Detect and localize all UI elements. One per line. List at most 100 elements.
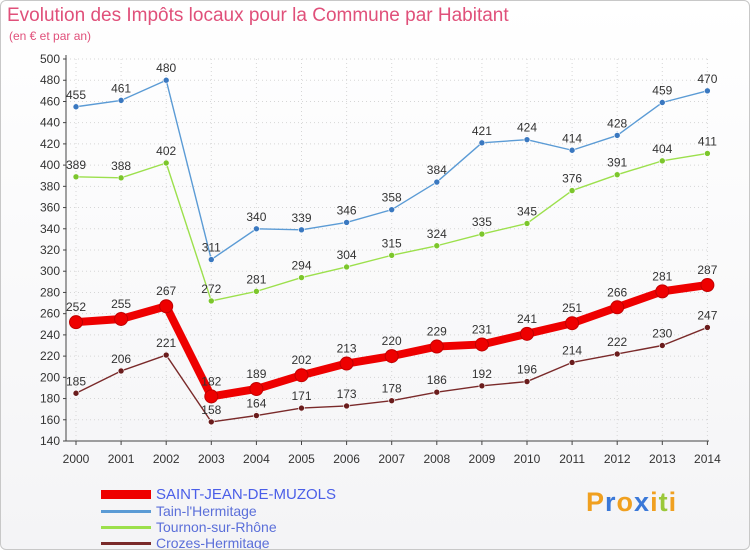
data-label-tain-l-hermitage: 480 — [156, 61, 176, 75]
data-point-crozes-hermitage — [613, 350, 621, 358]
data-point-tain-l-hermitage — [388, 206, 396, 213]
data-label-saint-jean-de-muzols: 251 — [562, 301, 582, 315]
data-point-tournon-sur-rh-ne — [208, 297, 215, 305]
data-point-crozes-hermitage — [72, 389, 80, 397]
data-point-tournon-sur-rh-ne — [388, 252, 396, 259]
x-tick-label: 2009 — [469, 452, 496, 466]
data-label-tain-l-hermitage: 455 — [66, 88, 86, 102]
y-tick-label: 420 — [40, 137, 60, 151]
data-label-tournon-sur-rh-ne: 324 — [427, 227, 447, 241]
chart-subtitle: (en € et par an) — [9, 29, 92, 43]
data-point-crozes-hermitage — [704, 324, 711, 331]
data-point-tournon-sur-rh-ne — [72, 173, 80, 181]
logo-letter: x — [634, 487, 651, 517]
data-label-tain-l-hermitage: 346 — [337, 203, 357, 217]
y-tick-label: 300 — [40, 264, 60, 278]
data-point-crozes-hermitage — [208, 418, 215, 426]
data-point-tain-l-hermitage — [523, 136, 531, 143]
data-label-tain-l-hermitage: 428 — [607, 116, 627, 130]
logo-letter: P — [586, 487, 606, 517]
data-label-tournon-sur-rh-ne: 389 — [66, 158, 86, 172]
x-tick-label: 2010 — [514, 452, 541, 466]
data-label-crozes-hermitage: 178 — [382, 382, 402, 396]
data-labels: 455 461 480 311 340 339 346 358 384 421 424 414 428 4… — [66, 61, 718, 417]
data-label-saint-jean-de-muzols: 213 — [337, 342, 357, 356]
legend-swatch — [101, 542, 151, 545]
data-label-crozes-hermitage: 171 — [291, 389, 311, 403]
data-point-crozes-hermitage — [568, 359, 576, 366]
x-tick-label: 2013 — [649, 452, 676, 466]
data-label-tain-l-hermitage: 358 — [382, 191, 402, 205]
y-tick-label: 380 — [40, 179, 60, 193]
data-point-tournon-sur-rh-ne — [253, 288, 260, 295]
y-tick-label: 460 — [40, 94, 60, 108]
legend-label: Tournon-sur-Rhône — [156, 519, 277, 535]
data-point-saint-jean-de-muzols — [700, 278, 715, 293]
legend-label: Crozes-Hermitage — [156, 535, 270, 550]
y-tick-label: 480 — [40, 73, 60, 87]
data-label-tain-l-hermitage: 414 — [562, 131, 582, 145]
data-label-tournon-sur-rh-ne: 345 — [517, 204, 537, 218]
data-point-tournon-sur-rh-ne — [478, 230, 486, 238]
legend-swatch — [101, 526, 151, 529]
data-label-saint-jean-de-muzols: 231 — [472, 322, 492, 336]
x-tick-label: 2008 — [423, 452, 450, 466]
data-point-tournon-sur-rh-ne — [343, 263, 350, 271]
data-point-tain-l-hermitage — [208, 256, 215, 263]
logo-letter: i — [650, 487, 659, 517]
data-point-tournon-sur-rh-ne — [162, 159, 170, 167]
data-label-tain-l-hermitage: 424 — [517, 121, 537, 135]
data-point-tournon-sur-rh-ne — [298, 274, 305, 281]
data-point-crozes-hermitage — [388, 397, 396, 404]
x-tick-label: 2003 — [198, 452, 225, 466]
data-point-saint-jean-de-muzols — [429, 339, 444, 354]
data-point-crozes-hermitage — [433, 388, 441, 396]
data-label-saint-jean-de-muzols: 255 — [111, 297, 131, 311]
data-label-crozes-hermitage: 164 — [246, 397, 266, 411]
logo-letter: t — [658, 487, 669, 517]
data-label-crozes-hermitage: 192 — [472, 367, 492, 381]
logo-letter: i — [668, 487, 678, 517]
chart-title: Evolution des Impôts locaux pour la Comm… — [7, 5, 509, 26]
data-point-tain-l-hermitage — [253, 225, 260, 233]
data-point-tournon-sur-rh-ne — [117, 174, 125, 182]
data-label-saint-jean-de-muzols: 189 — [246, 367, 266, 381]
y-tick-label: 320 — [40, 243, 60, 257]
x-tick-label: 2006 — [333, 452, 360, 466]
data-label-tain-l-hermitage: 311 — [202, 241, 221, 255]
data-label-saint-jean-de-muzols: 202 — [291, 353, 311, 367]
axes: 140 160 180 200 220 240 260 280 300 320 340 360 380 4… — [40, 52, 721, 466]
data-label-crozes-hermitage: 222 — [607, 335, 627, 349]
data-label-crozes-hermitage: 214 — [562, 343, 582, 357]
data-point-tain-l-hermitage — [72, 103, 80, 111]
x-tick-label: 2014 — [694, 452, 721, 466]
data-point-tournon-sur-rh-ne — [568, 187, 576, 194]
data-label-tain-l-hermitage: 421 — [472, 124, 492, 138]
proxiti-logo: Proxiti — [586, 487, 677, 518]
data-point-saint-jean-de-muzols — [114, 311, 129, 326]
x-tick-label: 2011 — [559, 452, 585, 466]
data-label-saint-jean-de-muzols: 252 — [66, 300, 86, 314]
data-point-tain-l-hermitage — [568, 146, 576, 154]
data-label-saint-jean-de-muzols: 182 — [201, 374, 221, 388]
data-label-saint-jean-de-muzols: 287 — [697, 263, 717, 277]
data-point-crozes-hermitage — [298, 404, 305, 412]
data-point-saint-jean-de-muzols — [384, 349, 399, 364]
y-tick-label: 200 — [40, 370, 60, 384]
data-point-crozes-hermitage — [523, 378, 531, 385]
data-point-tournon-sur-rh-ne — [523, 220, 531, 227]
data-point-saint-jean-de-muzols — [520, 326, 534, 341]
data-point-tain-l-hermitage — [433, 178, 441, 186]
y-tick-label: 400 — [40, 158, 60, 172]
data-label-saint-jean-de-muzols: 241 — [517, 312, 537, 326]
data-label-tain-l-hermitage: 384 — [427, 163, 447, 177]
data-point-crozes-hermitage — [343, 402, 350, 410]
data-point-tournon-sur-rh-ne — [613, 171, 621, 178]
data-point-saint-jean-de-muzols — [339, 356, 354, 371]
data-point-tournon-sur-rh-ne — [658, 157, 666, 165]
data-label-tournon-sur-rh-ne: 315 — [382, 236, 402, 250]
data-label-tournon-sur-rh-ne: 272 — [201, 282, 221, 296]
data-label-saint-jean-de-muzols: 266 — [607, 285, 627, 299]
data-point-crozes-hermitage — [253, 412, 260, 419]
